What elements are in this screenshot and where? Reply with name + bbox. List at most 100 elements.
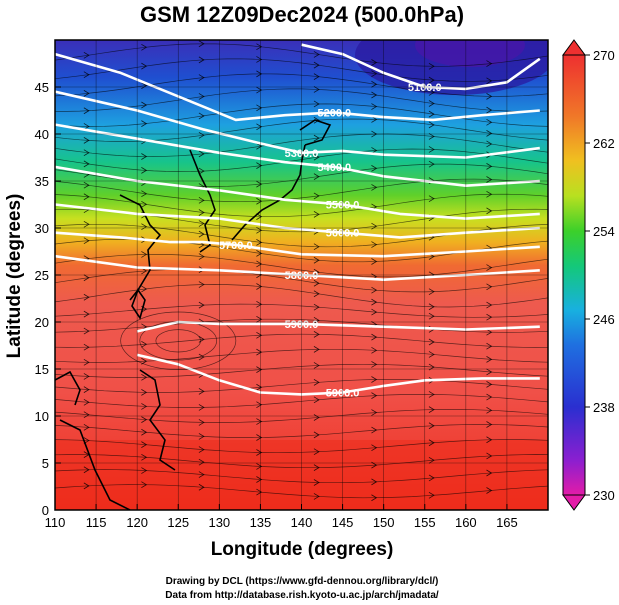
streamline-arrow xyxy=(256,300,263,308)
streamline-arrow xyxy=(141,467,148,474)
streamline-arrow xyxy=(486,436,493,444)
streamline-arrow xyxy=(313,243,320,251)
streamline-arrow xyxy=(83,358,90,366)
streamline-arrow xyxy=(141,428,148,436)
streamline-arrow xyxy=(256,418,263,425)
x-axis-label: Longitude (degrees) xyxy=(211,539,394,560)
streamline-arrow xyxy=(198,253,205,260)
streamline-arrow xyxy=(486,283,493,291)
streamline-arrow xyxy=(141,453,148,461)
streamline-arrow xyxy=(428,439,435,447)
streamline-arrow xyxy=(428,121,435,129)
contour-label: 5200.0 xyxy=(318,107,352,119)
streamline-arrow xyxy=(141,62,148,70)
contour-line-5600 xyxy=(55,203,540,239)
streamline-arrow xyxy=(313,331,320,338)
streamline-arrow xyxy=(83,193,90,201)
colorbar-bar xyxy=(562,54,586,496)
streamline-arrow xyxy=(371,308,378,316)
streamline-arrow xyxy=(83,274,90,282)
streamline-arrow xyxy=(428,338,435,346)
streamline-arrow xyxy=(486,140,493,148)
contour-label: 5400.0 xyxy=(318,162,352,174)
streamline-arrow xyxy=(256,348,263,356)
streamline-arrow xyxy=(256,463,263,470)
streamline-arrow xyxy=(198,74,205,81)
chart-title: GSM 12Z09Dec2024 (500.0hPa) xyxy=(140,2,464,27)
streamline-arrow xyxy=(141,373,148,381)
streamline-arrow xyxy=(141,357,148,365)
x-tick-label: 150 xyxy=(373,515,395,530)
streamline-arrow xyxy=(256,260,263,268)
streamline-arrow xyxy=(428,288,435,296)
x-tick-label: 120 xyxy=(126,515,148,530)
streamline-arrow xyxy=(486,421,493,428)
streamline-arrow xyxy=(428,133,435,140)
streamline-arrow xyxy=(198,220,205,227)
coastline-taiwan xyxy=(131,288,146,320)
streamline-arrow xyxy=(428,391,435,398)
coastline-philippines xyxy=(139,369,176,471)
streamline-arrow xyxy=(371,392,378,399)
streamline-arrow xyxy=(256,239,263,246)
colorbar-tick-label: 254 xyxy=(593,224,615,239)
streamline-arrow xyxy=(486,264,493,271)
streamline-arrow xyxy=(486,77,493,85)
streamline-arrow xyxy=(371,426,378,434)
x-tick-label: 130 xyxy=(208,515,230,530)
coastline-china xyxy=(119,194,162,301)
streamline-arrow xyxy=(486,176,493,183)
streamline-arrow xyxy=(428,62,435,70)
streamline-arrow xyxy=(256,86,263,94)
streamline-arrow xyxy=(198,196,205,204)
streamline-arrow xyxy=(428,146,435,153)
streamline-arrow xyxy=(486,356,493,363)
streamline-arrow xyxy=(313,464,320,471)
streamline-arrow xyxy=(313,303,320,311)
y-tick-label: 30 xyxy=(35,221,49,236)
streamline-arrow xyxy=(256,70,263,78)
streamline-arrow xyxy=(371,444,378,452)
credit-line-2: Data from http://database.rish.kyoto-u.a… xyxy=(165,590,439,601)
y-tick-label: 25 xyxy=(35,268,49,283)
streamline-arrow xyxy=(83,71,90,79)
streamline-arrow xyxy=(371,184,378,191)
x-tick-label: 125 xyxy=(167,515,189,530)
streamline-arrow xyxy=(198,230,205,238)
streamline-arrow xyxy=(371,80,378,88)
colorbar: 230 238 246 254 262 270 xyxy=(562,39,615,511)
y-axis-ticks: 0 5 10 15 20 25 30 35 40 45 xyxy=(35,80,548,518)
streamline-arrow xyxy=(371,103,378,110)
streamline-arrow xyxy=(141,403,148,410)
streamline-arrow xyxy=(371,286,378,294)
streamline-arrow xyxy=(428,406,435,413)
streamline-arrow xyxy=(198,40,205,48)
colorbar-tick-label: 230 xyxy=(593,488,615,503)
streamline-arrow xyxy=(198,93,205,100)
streamline-arrow xyxy=(83,293,90,301)
streamline-arrow xyxy=(486,342,493,350)
streamline-arrow xyxy=(313,396,320,404)
x-tick-label: 140 xyxy=(291,515,313,530)
streamline-arrow xyxy=(141,441,148,448)
streamline-arrow xyxy=(141,153,148,160)
streamline-arrow xyxy=(486,452,493,460)
coastline-hokkaido xyxy=(299,119,332,146)
streamline-arrow xyxy=(141,251,148,258)
contour-line-5400 xyxy=(55,123,540,187)
streamline-arrow xyxy=(141,120,148,127)
streamline-arrow xyxy=(141,340,148,348)
streamline-arrow xyxy=(371,333,378,341)
streamline-arrow xyxy=(141,43,148,51)
colorbar-tick-label: 262 xyxy=(593,136,615,151)
streamline-arrow xyxy=(486,190,493,198)
y-tick-label: 20 xyxy=(35,315,49,330)
streamline-arrow xyxy=(198,131,205,139)
streamline-arrow xyxy=(256,197,263,205)
streamline-arrow xyxy=(313,290,320,298)
x-tick-label: 145 xyxy=(332,515,354,530)
streamline-arrow xyxy=(83,466,90,474)
streamline-arrow xyxy=(141,190,148,198)
streamline-arrow xyxy=(428,312,435,320)
